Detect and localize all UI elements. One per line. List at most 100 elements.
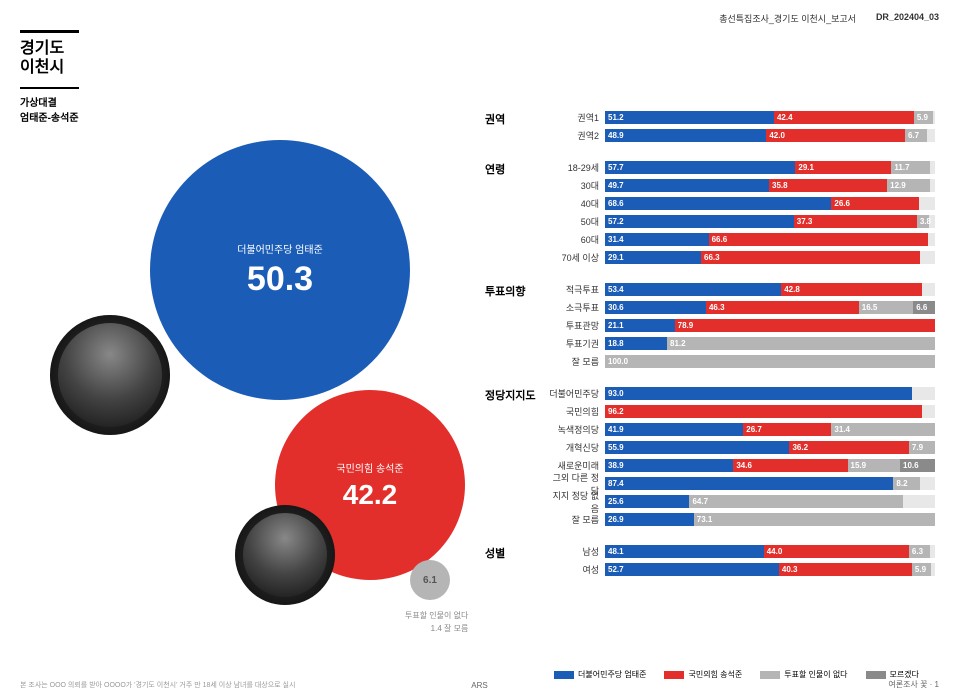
bar-segment: 66.3 bbox=[701, 251, 920, 264]
bar-segment: 6.6 bbox=[913, 301, 935, 314]
legend-swatch bbox=[664, 671, 684, 679]
group-label: 정당지지도 bbox=[485, 386, 545, 530]
bar-segment: 5.9 bbox=[914, 111, 933, 124]
bar-segment: 41.9 bbox=[605, 423, 743, 436]
bar-segment: 93.0 bbox=[605, 387, 912, 400]
legend-label: 더불어민주당 엄태준 bbox=[578, 669, 646, 680]
row-label: 투표기권 bbox=[545, 337, 605, 350]
legend-label: 투표할 인물이 없다 bbox=[784, 669, 847, 680]
bubble-chart: 더불어민주당 엄태준 50.3 국민의힘 송석준 42.2 6.1 투표할 인물… bbox=[30, 120, 470, 640]
bar-track: 31.466.6 bbox=[605, 233, 935, 246]
bubble-gray-pct: 6.1 bbox=[423, 575, 437, 586]
row-label: 지지 정당 없음 bbox=[545, 489, 605, 515]
bar-segment: 57.7 bbox=[605, 161, 795, 174]
bar-segment: 29.1 bbox=[605, 251, 701, 264]
bar-segment: 30.6 bbox=[605, 301, 706, 314]
bar-segment: 38.9 bbox=[605, 459, 733, 472]
row-label: 30대 bbox=[545, 179, 605, 192]
bar-row: 권역248.942.06.7 bbox=[545, 128, 935, 143]
row-label: 남성 bbox=[545, 545, 605, 558]
header-meta: 총선특집조사_경기도 이천시_보고서 DR_202404_03 bbox=[719, 12, 939, 25]
subtitle-block: 가상대결 엄태준-송석준 bbox=[20, 87, 79, 124]
bar-track: 57.237.33.8 bbox=[605, 215, 935, 228]
bar-segment: 8.2 bbox=[893, 477, 920, 490]
bar-row: 50대57.237.33.8 bbox=[545, 214, 935, 229]
bar-segment: 78.9 bbox=[675, 319, 935, 332]
bar-track: 30.646.316.56.6 bbox=[605, 301, 935, 314]
bar-segment: 73.1 bbox=[694, 513, 935, 526]
bar-row: 18-29세57.729.111.7 bbox=[545, 160, 935, 175]
bar-row: 여성52.740.35.9 bbox=[545, 562, 935, 577]
bar-charts: 권역권역151.242.45.9권역248.942.06.7연령18-29세57… bbox=[485, 110, 935, 594]
row-label: 잘 모름 bbox=[545, 513, 605, 526]
bar-segment: 42.8 bbox=[781, 283, 922, 296]
bar-segment: 31.4 bbox=[831, 423, 935, 436]
bar-track: 25.664.7 bbox=[605, 495, 935, 508]
chart-group: 성별남성48.144.06.3여성52.740.35.9 bbox=[485, 544, 935, 580]
bar-row: 소극투표30.646.316.56.6 bbox=[545, 300, 935, 315]
legend-item: 국민의힘 송석준 bbox=[664, 669, 742, 680]
bar-row: 적극투표53.442.8 bbox=[545, 282, 935, 297]
footer-left: 본 조사는 OOO 의뢰를 받아 OOOO가 '경기도 이천시' 거주 만 18… bbox=[20, 680, 295, 690]
bar-segment: 100.0 bbox=[605, 355, 935, 368]
row-label: 더불어민주당 bbox=[545, 387, 605, 400]
bar-track: 18.881.2 bbox=[605, 337, 935, 350]
bar-row: 권역151.242.45.9 bbox=[545, 110, 935, 125]
bar-track: 48.144.06.3 bbox=[605, 545, 935, 558]
legend-swatch bbox=[554, 671, 574, 679]
bar-segment: 64.7 bbox=[689, 495, 903, 508]
bar-segment: 68.6 bbox=[605, 197, 831, 210]
legend-item: 더불어민주당 엄태준 bbox=[554, 669, 646, 680]
bar-segment: 12.9 bbox=[887, 179, 930, 192]
bar-segment: 29.1 bbox=[795, 161, 891, 174]
bar-row: 투표기권18.881.2 bbox=[545, 336, 935, 351]
bar-segment: 49.7 bbox=[605, 179, 769, 192]
bar-track: 52.740.35.9 bbox=[605, 563, 935, 576]
bar-row: 국민의힘96.2 bbox=[545, 404, 935, 419]
row-label: 개혁신당 bbox=[545, 441, 605, 454]
bar-segment: 7.9 bbox=[909, 441, 935, 454]
legend: 더불어민주당 엄태준국민의힘 송석준투표할 인물이 없다모르겠다 bbox=[554, 669, 919, 680]
bar-row: 잘 모름26.973.1 bbox=[545, 512, 935, 527]
bar-segment: 42.4 bbox=[774, 111, 914, 124]
bar-segment: 44.0 bbox=[764, 545, 909, 558]
bar-row: 잘 모름100.0 bbox=[545, 354, 935, 369]
portrait-candidate-a bbox=[50, 315, 170, 435]
bar-segment: 11.7 bbox=[891, 161, 930, 174]
legend-label: 국민의힘 송석준 bbox=[688, 669, 742, 680]
bar-segment: 10.6 bbox=[900, 459, 935, 472]
bar-track: 38.934.615.910.6 bbox=[605, 459, 935, 472]
bar-segment: 46.3 bbox=[706, 301, 859, 314]
bar-segment: 26.9 bbox=[605, 513, 694, 526]
bar-segment: 21.1 bbox=[605, 319, 675, 332]
bar-track: 29.166.3 bbox=[605, 251, 935, 264]
row-label: 권역1 bbox=[545, 111, 605, 124]
bubble-notes: 투표할 인물이 없다 1.4 잘 모름 bbox=[405, 610, 468, 636]
row-label: 60대 bbox=[545, 233, 605, 246]
bubble-red-party: 국민의힘 송석준 bbox=[336, 460, 403, 475]
bar-segment: 96.2 bbox=[605, 405, 922, 418]
bar-track: 51.242.45.9 bbox=[605, 111, 935, 124]
bar-segment: 48.9 bbox=[605, 129, 766, 142]
bar-track: 53.442.8 bbox=[605, 283, 935, 296]
bar-track: 21.178.9 bbox=[605, 319, 935, 332]
chart-group: 정당지지도더불어민주당93.0국민의힘96.2녹색정의당41.926.731.4… bbox=[485, 386, 935, 530]
row-label: 잘 모름 bbox=[545, 355, 605, 368]
bubble-gray: 6.1 bbox=[410, 560, 450, 600]
sub1: 가상대결 bbox=[20, 94, 79, 109]
bubble-blue: 더불어민주당 엄태준 50.3 bbox=[150, 140, 410, 400]
bar-row: 60대31.466.6 bbox=[545, 232, 935, 247]
bubble-blue-party: 더불어민주당 엄태준 bbox=[237, 241, 323, 256]
legend-swatch bbox=[866, 671, 886, 679]
bar-segment: 81.2 bbox=[667, 337, 935, 350]
group-label: 투표의향 bbox=[485, 282, 545, 372]
bar-row: 지지 정당 없음25.664.7 bbox=[545, 494, 935, 509]
bubble-blue-pct: 50.3 bbox=[247, 260, 313, 299]
bar-track: 87.48.2 bbox=[605, 477, 935, 490]
bar-row: 투표관망21.178.9 bbox=[545, 318, 935, 333]
bar-segment: 26.6 bbox=[831, 197, 919, 210]
bar-row: 70세 이상29.166.3 bbox=[545, 250, 935, 265]
bar-segment: 52.7 bbox=[605, 563, 779, 576]
bar-track: 55.936.27.9 bbox=[605, 441, 935, 454]
bar-segment: 15.9 bbox=[848, 459, 900, 472]
